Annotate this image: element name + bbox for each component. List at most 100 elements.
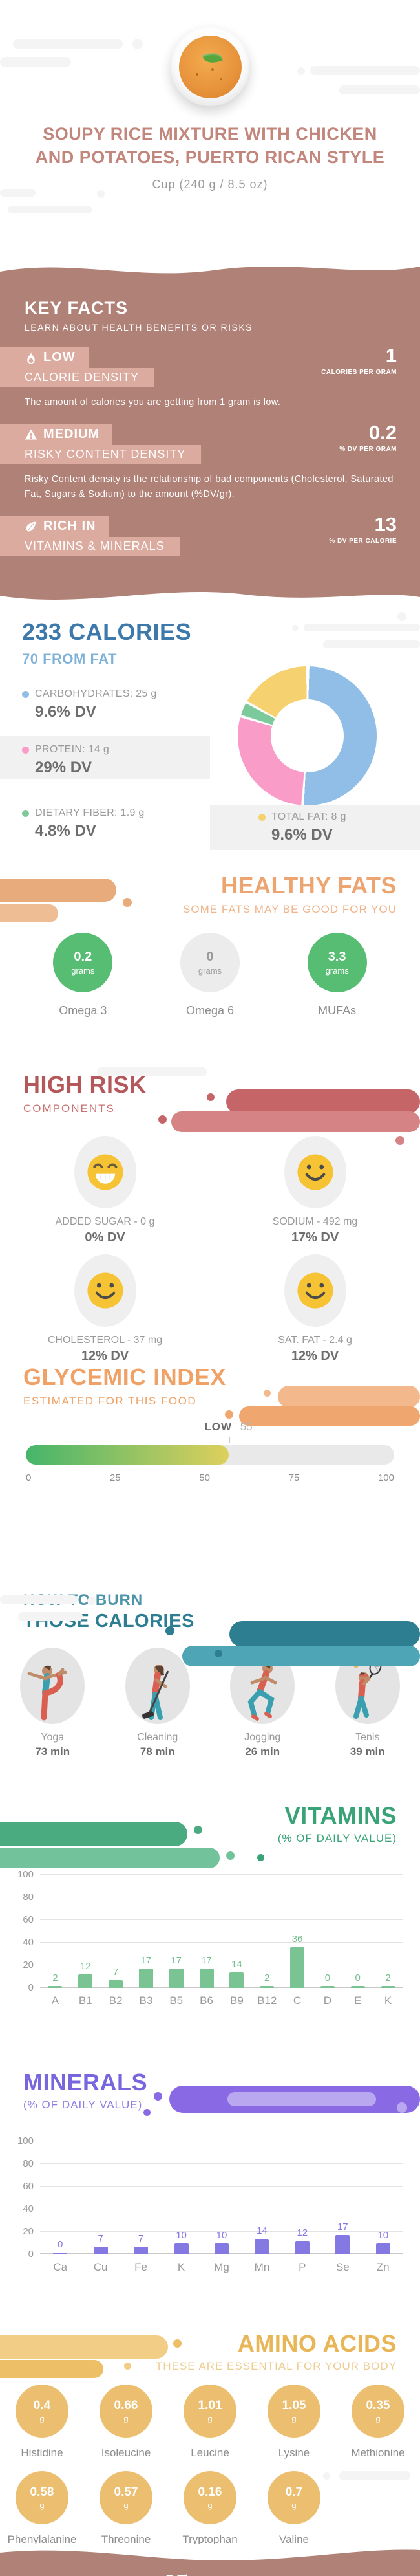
healthy-fats-section: HEALTHY FATS SOME FATS MAY BE GOOD FOR Y…: [0, 872, 420, 1060]
risk-dv-value: 17% DV: [291, 1230, 339, 1245]
fat-name: Omega 3: [59, 1004, 107, 1017]
chart-column: 17: [131, 1955, 161, 1988]
scale-tick: 100: [377, 1472, 394, 1483]
bar-value-label: 14: [257, 2225, 268, 2236]
bar-value-label: 12: [297, 2227, 308, 2238]
amino-acid-item: 0.35 g Methionine: [336, 2381, 420, 2460]
key-fact-description: Risky Content density is the relationshi…: [25, 474, 394, 499]
chart-column: 36: [282, 1934, 313, 1988]
gridline: [40, 2163, 403, 2164]
amino-value: 0.16: [198, 2485, 222, 2499]
chart-column: 7: [80, 2233, 120, 2254]
basil-leaf-icon: [202, 49, 223, 66]
legend-item-protein: PROTEIN: 14 g 29% DV: [22, 744, 109, 777]
y-axis-label: 20: [23, 2226, 34, 2237]
amino-unit: g: [291, 2500, 297, 2510]
decor-blob: [194, 1826, 202, 1834]
glycemic-level: LOW: [204, 1421, 232, 1433]
y-axis-label: 80: [23, 2158, 34, 2169]
healthy-fats-row: 0.2 grams Omega 3 0 grams Omega 6 3.3 grams MUFA…: [19, 930, 401, 1018]
high-risk-item: SODIUM - 492 mg 17% DV: [210, 1136, 420, 1245]
flame-icon: [25, 351, 37, 364]
risk-component-name: ADDED SUGAR - 0 g: [55, 1216, 155, 1227]
bar: [109, 1980, 123, 1988]
key-fact-chips: MEDIUM RISKY CONTENT DENSITY: [0, 424, 420, 465]
fat-name: Omega 6: [185, 1004, 234, 1017]
decor-blob: [0, 879, 116, 902]
risk-dv-value: 0% DV: [85, 1230, 125, 1245]
x-axis-label: D: [323, 1994, 331, 2007]
bar-value-label: 0: [324, 1972, 331, 1983]
decor-blob: [0, 189, 36, 197]
bar: [174, 2243, 189, 2254]
key-fact-level-text: MEDIUM: [43, 427, 100, 442]
bar-value-label: 36: [291, 1934, 303, 1945]
fat-badge: 3.3 grams: [300, 930, 372, 992]
decor-blob: [182, 1646, 420, 1666]
chart-column: 10: [363, 2230, 403, 2254]
fat-value: 3.3: [328, 950, 346, 964]
bar-value-label: 2: [385, 1972, 391, 1983]
decor-blob: [323, 2472, 330, 2480]
x-axis-label: Cu: [93, 2261, 108, 2273]
decor-blob: [278, 1386, 420, 1408]
key-fact-level: RICH IN: [0, 516, 109, 538]
decor-blob: [310, 66, 420, 75]
bar: [134, 2246, 149, 2254]
bar: [169, 1969, 184, 1988]
emoji-face-icon: [284, 1254, 346, 1327]
chart-column: 0: [342, 1972, 373, 1988]
activity-name: Cleaning: [137, 1732, 178, 1743]
spice-dot: [220, 78, 222, 80]
decor-blob: [123, 898, 132, 907]
key-fact-value: 0.2 % DV PER GRAM: [339, 421, 397, 453]
high-risk-item: SAT. FAT - 2.4 g 12% DV: [210, 1254, 420, 1364]
bar: [335, 2235, 350, 2254]
x-axis-labels: A B1 B2 B3 B5 B6 B9 B12 C D E K: [40, 1994, 403, 2007]
x-axis-label: B9: [229, 1994, 244, 2007]
decor-blob: [0, 1822, 187, 1846]
decor-blob: [215, 1650, 222, 1657]
fat-unit: grams: [198, 966, 222, 976]
bar-value-label: 10: [216, 2229, 227, 2241]
decor-blob: [292, 625, 299, 631]
bar-value-label: 14: [231, 1958, 242, 1970]
activity-name: Yoga: [41, 1732, 65, 1743]
bar: [260, 1985, 275, 1988]
amino-acid-item: 0.4 g Histidine: [0, 2381, 84, 2460]
chart-column: 17: [191, 1955, 222, 1988]
glycemic-marker: [228, 1437, 230, 1443]
spice-dot: [195, 72, 198, 76]
decor-blob: [339, 85, 420, 94]
glycemic-scale: 0 25 50 75 100: [26, 1472, 394, 1483]
chart-column: 2: [373, 1972, 403, 1988]
key-fact-description: The amount of calories you are getting f…: [25, 397, 281, 408]
legend-band: [210, 805, 420, 850]
high-risk-grid: ADDED SUGAR - 0 g 0% DV SODIUM - 492 mg 17%…: [0, 1127, 420, 1364]
decor-blob: [207, 1093, 215, 1101]
amino-value: 0.35: [366, 2399, 390, 2412]
donut-hole: [271, 699, 344, 772]
bar: [381, 1985, 395, 1988]
decor-blob: [171, 1111, 420, 1132]
footer-section: inlivo Nutrition Tracker & Health Coach …: [0, 2570, 420, 2576]
bar-value-label: 2: [264, 1972, 270, 1983]
fat-value: 0.2: [74, 950, 92, 964]
burn-title-line1: HOW TO BURN: [23, 1591, 143, 1609]
emoji-face-icon: [74, 1254, 136, 1327]
bar-value-label: 17: [337, 2221, 348, 2233]
chart-column: 10: [161, 2230, 201, 2254]
legend-band: [0, 736, 210, 779]
decor-blob: [124, 2363, 131, 2370]
amino-name: Tryptophan: [182, 2533, 238, 2546]
decor-blob: [0, 2360, 103, 2378]
leaf-icon: [25, 520, 37, 533]
decor-blob: [226, 1851, 235, 1860]
amino-acid-item: 0.57 g Threonine: [84, 2467, 168, 2546]
decor-blob: [165, 1626, 174, 1635]
calories-title: 233 CALORIES: [22, 618, 192, 645]
calories-from-fat: 70 FROM FAT: [22, 651, 117, 667]
x-axis-label: Ca: [53, 2261, 68, 2273]
scale-tick: 0: [26, 1472, 32, 1483]
